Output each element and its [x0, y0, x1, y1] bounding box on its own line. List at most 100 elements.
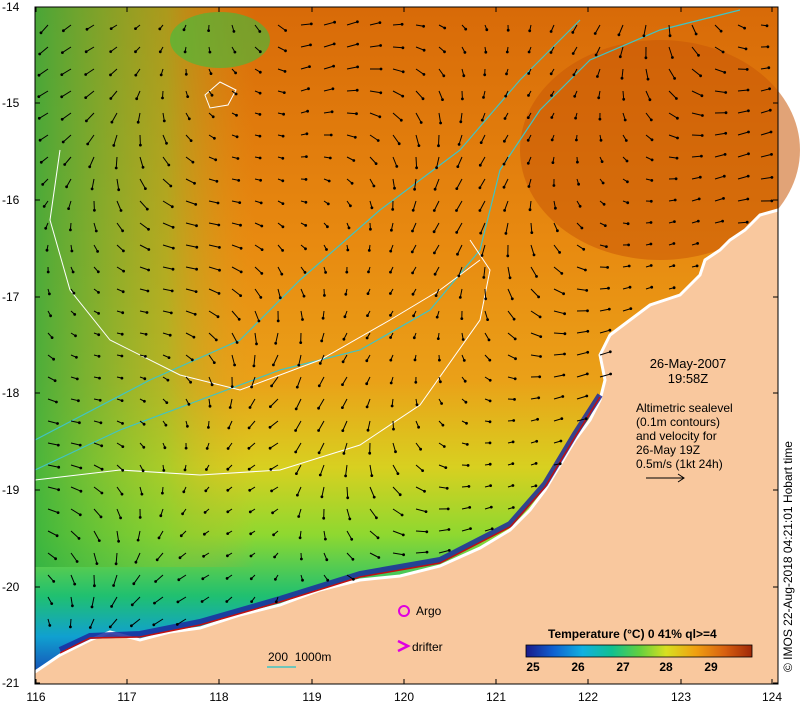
velocity-arrow: [208, 222, 219, 226]
velocity-arrow-head: [376, 139, 380, 142]
velocity-arrow-head: [442, 445, 446, 448]
velocity-arrow-head: [228, 406, 232, 409]
velocity-arrow: [599, 308, 610, 312]
velocity-arrow-head: [268, 425, 272, 429]
velocity-arrow-head: [122, 269, 125, 273]
velocity-arrow-head: [349, 204, 352, 208]
velocity-arrow: [345, 464, 348, 476]
velocity-arrow-head: [620, 76, 624, 80]
velocity-arrow-head: [458, 296, 462, 299]
velocity-arrow: [342, 376, 348, 385]
velocity-arrow: [457, 244, 463, 255]
velocity-arrow: [40, 156, 49, 163]
velocity-arrow-head: [205, 447, 209, 450]
velocity-arrow-head: [110, 605, 113, 608]
x-tick-121: 121: [485, 690, 507, 704]
velocity-arrow-head: [482, 96, 485, 99]
velocity-arrow-head: [193, 312, 197, 316]
velocity-arrow: [369, 464, 373, 476]
velocity-arrow: [185, 222, 197, 227]
velocity-arrow-head: [719, 29, 723, 33]
velocity-arrow: [137, 530, 141, 541]
velocity-arrow-head: [233, 50, 237, 54]
velocity-arrow-head: [724, 91, 728, 94]
velocity-arrow: [89, 618, 95, 628]
colorbar-tick-26: 26: [571, 660, 585, 674]
velocity-arrow-head: [424, 510, 428, 513]
velocity-arrow-head: [165, 141, 168, 145]
velocity-arrow-head: [626, 222, 630, 226]
velocity-arrow: [251, 376, 256, 388]
velocity-arrow-head: [193, 181, 196, 185]
velocity-arrow: [714, 46, 724, 53]
velocity-arrow-head: [461, 97, 464, 101]
velocity-arrow-head: [210, 93, 214, 97]
velocity-arrow: [61, 112, 72, 120]
velocity-arrow-head: [203, 532, 206, 536]
velocity-arrow-head: [672, 242, 676, 245]
velocity-arrow-head: [320, 495, 324, 499]
velocity-arrow: [760, 131, 772, 136]
velocity-arrow: [691, 134, 703, 136]
velocity-arrow: [275, 332, 279, 344]
velocity-arrow: [714, 153, 726, 158]
velocity-arrow-head: [296, 493, 299, 497]
velocity-arrow-head: [606, 266, 609, 269]
velocity-arrow-head: [350, 537, 354, 541]
velocity-arrow: [62, 46, 72, 54]
velocity-arrow-head: [365, 336, 369, 340]
velocity-arrow: [346, 89, 358, 92]
velocity-arrow: [530, 288, 539, 298]
velocity-arrow-head: [230, 385, 234, 388]
velocity-arrow: [47, 574, 55, 582]
velocity-arrow-head: [392, 427, 395, 431]
velocity-arrow-head: [120, 376, 124, 380]
velocity-arrow-head: [348, 517, 352, 521]
velocity-arrow-head: [767, 66, 771, 70]
velocity-arrow-head: [216, 201, 220, 205]
velocity-arrow-head: [395, 165, 399, 168]
velocity-arrow-head: [100, 491, 104, 495]
velocity-arrow-head: [55, 400, 58, 404]
velocity-arrow-head: [333, 20, 336, 24]
velocity-arrow-head: [586, 350, 590, 354]
velocity-arrow: [369, 552, 380, 558]
velocity-arrow: [392, 156, 398, 167]
velocity-arrow: [300, 66, 310, 70]
velocity-arrow-head: [697, 197, 701, 201]
velocity-arrow-head: [486, 318, 489, 321]
velocity-arrow-head: [650, 158, 654, 162]
velocity-arrow: [70, 530, 80, 539]
velocity-arrow-head: [437, 144, 440, 148]
velocity-arrow: [70, 442, 81, 446]
velocity-arrow-head: [378, 115, 382, 119]
velocity-arrow-head: [344, 474, 347, 478]
velocity-arrow: [85, 90, 95, 98]
velocity-arrow-head: [439, 380, 442, 384]
velocity-arrow: [459, 288, 463, 298]
velocity-arrow-head: [597, 96, 601, 100]
velocity-arrow-head: [100, 444, 104, 448]
velocity-arrow: [530, 244, 535, 256]
velocity-arrow-head: [510, 297, 514, 301]
velocity-arrow-head: [488, 399, 492, 403]
velocity-arrow-head: [170, 205, 174, 209]
velocity-arrow-head: [415, 166, 418, 170]
map-frame: [34, 6, 779, 685]
velocity-arrow-head: [538, 375, 542, 379]
velocity-arrow: [392, 442, 396, 452]
velocity-arrow-head: [329, 133, 333, 137]
velocity-arrow: [185, 266, 197, 270]
velocity-arrow-head: [61, 51, 64, 54]
velocity-arrow-head: [307, 87, 310, 91]
velocity-arrow-head: [322, 516, 326, 520]
velocity-arrow-head: [599, 138, 603, 142]
velocity-arrow: [86, 112, 95, 122]
velocity-arrow-head: [184, 72, 188, 76]
velocity-arrow-head: [255, 342, 258, 346]
velocity-arrow-head: [582, 247, 586, 251]
velocity-arrow-head: [558, 251, 561, 254]
velocity-arrow: [70, 486, 82, 492]
velocity-arrow: [271, 376, 279, 387]
velocity-arrow-head: [563, 352, 566, 356]
